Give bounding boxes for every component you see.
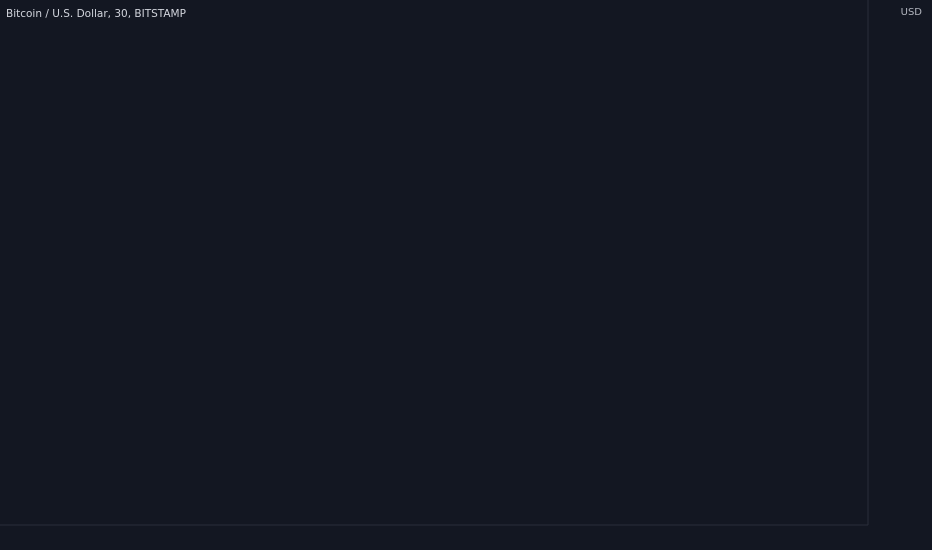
currency: USD <box>901 7 923 18</box>
chart-title: Bitcoin / U.S. Dollar, 30, BITSTAMP <box>6 8 186 20</box>
